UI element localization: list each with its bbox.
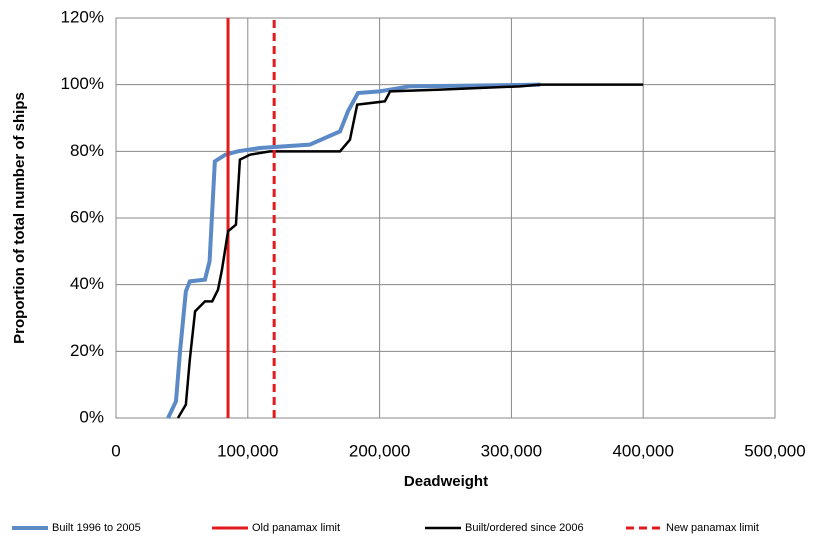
y-tick-label: 60% — [70, 207, 104, 226]
x-tick-label: 100,000 — [217, 441, 278, 460]
legend-label: Old panamax limit — [252, 522, 340, 534]
series-line — [176, 83, 644, 419]
y-axis-title: Proportion of total number of ships — [11, 92, 28, 344]
y-tick-label: 40% — [70, 274, 104, 293]
x-tick-label: 200,000 — [349, 441, 410, 460]
x-tick-label: 400,000 — [612, 441, 673, 460]
y-tick-label: 120% — [61, 7, 104, 26]
plot-border — [115, 17, 776, 419]
legend-label: Built 1996 to 2005 — [52, 522, 141, 534]
y-tick-label: 100% — [61, 74, 104, 93]
x-tick-label: 300,000 — [481, 441, 542, 460]
legend-label: New panamax limit — [666, 522, 759, 534]
series-line — [166, 82, 541, 419]
x-tick-label: 0 — [111, 441, 120, 460]
y-tick-label: 0% — [79, 407, 104, 426]
y-tick-label: 20% — [70, 341, 104, 360]
x-tick-label: 500,000 — [744, 441, 805, 460]
x-axis-title: Deadweight — [404, 473, 488, 490]
y-tick-label: 80% — [70, 141, 104, 160]
legend-label: Built/ordered since 2006 — [465, 522, 584, 534]
